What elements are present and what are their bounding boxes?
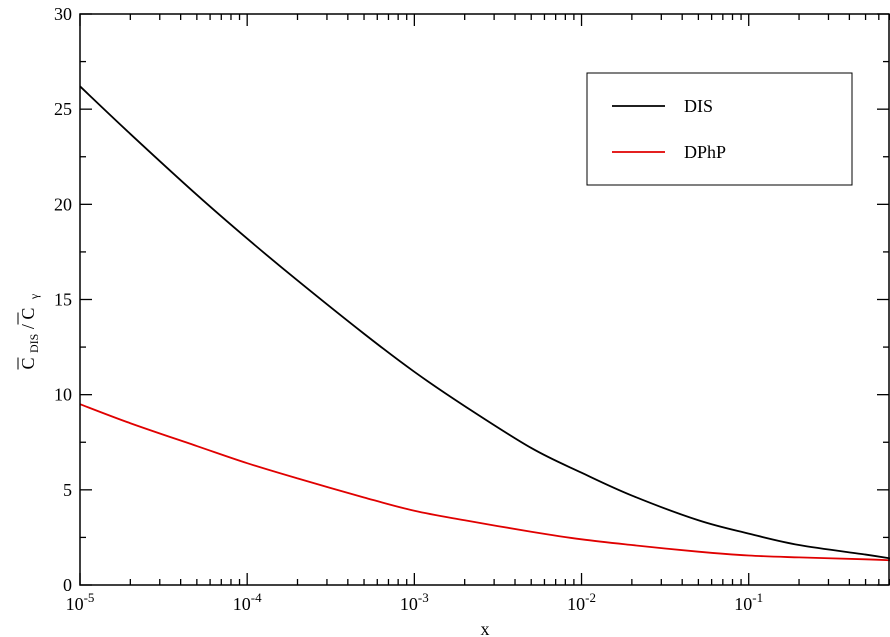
y-tick-label: 20 xyxy=(54,194,72,214)
x-tick-base: 10 xyxy=(734,594,752,614)
y-label-denominator-subscript: γ xyxy=(27,293,41,300)
series-line-dis xyxy=(79,85,890,560)
y-tick-label: 0 xyxy=(63,575,72,595)
y-label-numerator-subscript: DIS xyxy=(27,334,41,353)
x-tick-exponent: -3 xyxy=(418,590,429,605)
series-layer xyxy=(79,85,890,562)
x-tick-base: 10 xyxy=(233,594,251,614)
plot-frame xyxy=(79,13,890,586)
y-tick-labels: 0 5 10 15 20 25 30 xyxy=(54,4,72,595)
y-tick-label: 10 xyxy=(54,385,72,405)
x-axis-label: x xyxy=(481,619,490,637)
x-tick-base: 10 xyxy=(66,594,84,614)
legend: DIS DPhP xyxy=(586,72,853,186)
x-tick-exponent: -5 xyxy=(84,590,95,605)
legend-box xyxy=(586,72,853,186)
axis-ticks xyxy=(79,13,890,586)
x-tick-label: 10-3 xyxy=(400,590,429,614)
x-tick-labels: 10-5 10-4 10-3 10-2 10-1 xyxy=(66,590,764,614)
y-tick-label: 25 xyxy=(54,99,72,119)
svg-text:C DIS / C: C DIS / C γ xyxy=(18,293,42,369)
x-tick-label: 10-1 xyxy=(734,590,763,614)
series-line-dphp xyxy=(79,403,890,562)
x-tick-exponent: -1 xyxy=(752,590,763,605)
x-tick-exponent: -2 xyxy=(585,590,596,605)
y-tick-label: 5 xyxy=(63,480,72,500)
x-tick-base: 10 xyxy=(400,594,418,614)
x-tick-label: 10-4 xyxy=(233,590,262,614)
legend-label-dphp: DPhP xyxy=(684,142,726,162)
y-label-slash: / xyxy=(18,324,38,329)
x-tick-base: 10 xyxy=(567,594,585,614)
x-tick-exponent: -4 xyxy=(251,590,262,605)
y-tick-label: 15 xyxy=(54,290,72,310)
legend-label-dis: DIS xyxy=(684,96,713,116)
x-tick-label: 10-2 xyxy=(567,590,596,614)
y-label-numerator: C xyxy=(18,357,38,369)
y-tick-label: 30 xyxy=(54,4,72,24)
y-axis-label: C DIS / C γ xyxy=(17,293,42,370)
y-label-denominator: C xyxy=(18,308,38,320)
x-tick-label: 10-5 xyxy=(66,590,95,614)
